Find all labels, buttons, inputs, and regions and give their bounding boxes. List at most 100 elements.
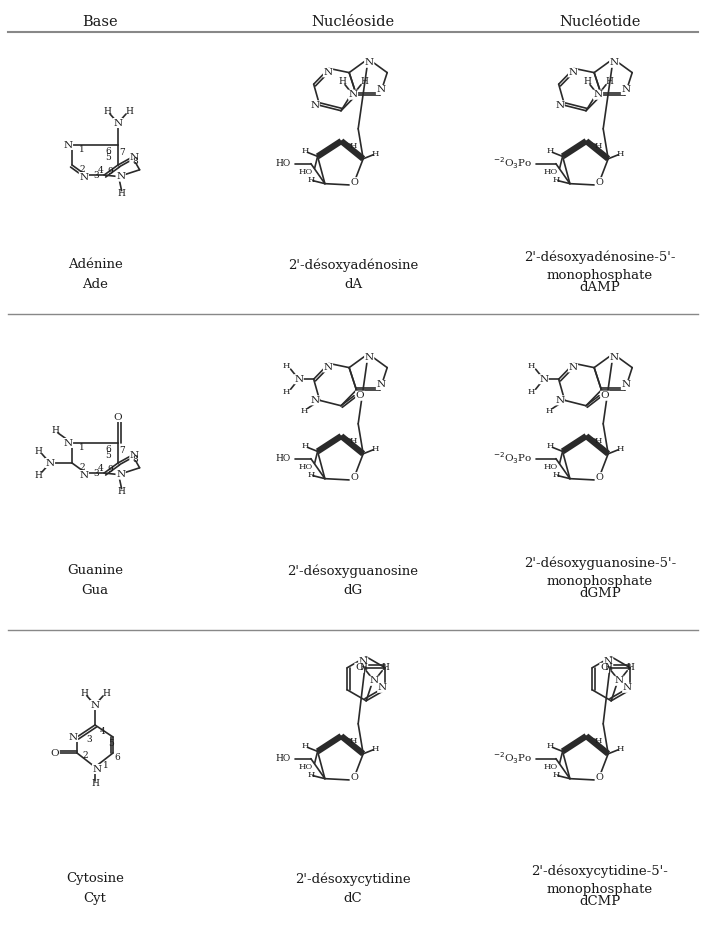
Text: H: H — [349, 737, 357, 745]
Text: H: H — [594, 437, 602, 445]
Text: N: N — [116, 470, 125, 479]
Text: N: N — [64, 439, 73, 448]
Text: N: N — [64, 140, 73, 150]
Text: H: H — [307, 470, 315, 479]
Text: O: O — [595, 178, 603, 186]
Text: H: H — [307, 771, 315, 778]
Text: H: H — [34, 470, 42, 480]
Text: H: H — [349, 437, 357, 445]
Text: H: H — [616, 150, 624, 158]
Text: H: H — [307, 176, 315, 183]
Text: Cyt: Cyt — [83, 892, 107, 905]
Text: H: H — [547, 442, 554, 451]
Text: N: N — [79, 470, 88, 480]
Text: 2'-désoxyadénosine-5'-
monophosphate: 2'-désoxyadénosine-5'- monophosphate — [525, 250, 676, 281]
Text: dC: dC — [344, 892, 362, 905]
Text: 6: 6 — [114, 753, 120, 761]
Text: HO: HO — [544, 168, 558, 176]
Text: $^{-2}$O$_3$Po: $^{-2}$O$_3$Po — [493, 156, 532, 171]
Text: H: H — [283, 362, 290, 370]
Text: Nucléoside: Nucléoside — [311, 15, 395, 29]
Text: N: N — [609, 353, 618, 362]
Text: N: N — [79, 172, 88, 182]
Text: H: H — [626, 663, 634, 672]
Text: N: N — [130, 152, 139, 162]
Text: H: H — [616, 744, 624, 753]
Text: 2'-désoxyguanosine-5'-
monophosphate: 2'-désoxyguanosine-5'- monophosphate — [524, 556, 676, 587]
Text: N: N — [364, 353, 373, 362]
Text: O: O — [350, 773, 358, 782]
Text: Ade: Ade — [82, 278, 108, 291]
Text: H: H — [552, 176, 560, 183]
Text: $^{-2}$O$_3$Po: $^{-2}$O$_3$Po — [493, 451, 532, 467]
Text: 9: 9 — [108, 465, 114, 474]
Text: N: N — [378, 683, 387, 693]
Text: O: O — [355, 663, 364, 672]
Text: N: N — [359, 657, 368, 666]
Text: N: N — [376, 86, 385, 94]
Text: N: N — [376, 380, 385, 390]
Text: H: H — [371, 150, 379, 158]
Text: dGMP: dGMP — [579, 587, 621, 600]
Text: 2'-désoxycytidine: 2'-désoxycytidine — [295, 872, 411, 885]
Text: H: H — [302, 148, 309, 155]
Text: N: N — [568, 363, 578, 372]
Text: H: H — [547, 742, 554, 750]
Text: H: H — [594, 737, 602, 745]
Text: H: H — [302, 742, 309, 750]
Text: 1: 1 — [103, 760, 109, 770]
Text: HO: HO — [275, 754, 291, 763]
Text: O: O — [350, 472, 358, 482]
Text: Adénine: Adénine — [68, 258, 122, 271]
Text: 2'-désoxyadénosine: 2'-désoxyadénosine — [288, 258, 418, 272]
Text: O: O — [51, 748, 59, 758]
Text: N: N — [114, 119, 123, 127]
Text: H: H — [360, 77, 368, 87]
Text: N: N — [615, 677, 623, 685]
Text: H: H — [102, 689, 110, 697]
Text: H: H — [80, 689, 88, 697]
Text: H: H — [125, 106, 133, 116]
Text: O: O — [356, 391, 364, 400]
Text: H: H — [552, 470, 560, 479]
Text: O: O — [601, 391, 609, 400]
Text: 6: 6 — [105, 147, 111, 155]
Text: HO: HO — [299, 168, 313, 176]
Text: N: N — [370, 677, 378, 685]
Text: HO: HO — [544, 463, 558, 471]
Text: Base: Base — [82, 15, 118, 29]
Text: H: H — [118, 487, 126, 496]
Text: N: N — [621, 86, 630, 94]
Text: N: N — [604, 657, 613, 666]
Text: 8: 8 — [133, 157, 138, 167]
Text: H: H — [371, 744, 379, 753]
Text: O: O — [600, 663, 609, 672]
Text: 3: 3 — [93, 469, 99, 477]
Text: H: H — [528, 362, 535, 370]
Text: dCMP: dCMP — [580, 895, 621, 908]
Text: H: H — [91, 779, 99, 789]
Text: O: O — [114, 412, 122, 422]
Text: N: N — [621, 380, 630, 390]
Text: H: H — [283, 389, 290, 396]
Text: 4: 4 — [97, 166, 103, 174]
Text: H: H — [51, 425, 59, 435]
Text: 4: 4 — [97, 464, 103, 472]
Text: H: H — [546, 407, 554, 415]
Text: 6: 6 — [105, 444, 111, 454]
Text: N: N — [349, 90, 357, 99]
Text: N: N — [130, 451, 139, 459]
Text: N: N — [310, 101, 319, 110]
Text: H: H — [338, 77, 346, 87]
Text: O: O — [350, 178, 358, 186]
Text: N: N — [90, 700, 100, 710]
Text: 2: 2 — [82, 751, 88, 759]
Text: $^{-2}$O$_3$Po: $^{-2}$O$_3$Po — [493, 751, 532, 767]
Text: 3: 3 — [86, 735, 92, 743]
Text: H: H — [594, 142, 602, 150]
Text: N: N — [92, 764, 102, 774]
Text: H: H — [604, 663, 612, 672]
Text: 7: 7 — [119, 445, 125, 455]
Text: Guanine: Guanine — [67, 564, 123, 577]
Text: 1: 1 — [79, 442, 85, 452]
